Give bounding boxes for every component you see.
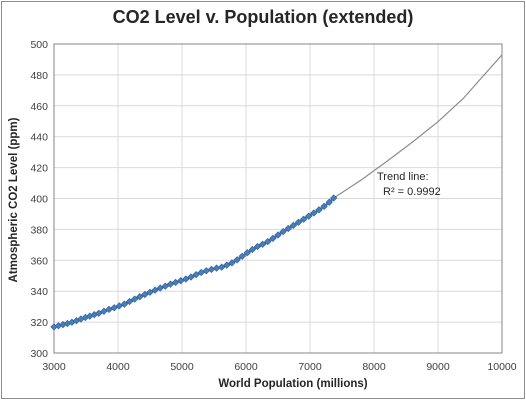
y-tick-label: 340: [30, 286, 48, 298]
data-point-diamond: [110, 304, 118, 312]
data-point-diamond: [320, 202, 328, 211]
y-axis-label: Atmospheric CO2 Level (ppm): [8, 117, 20, 282]
data-point-diamond: [207, 265, 216, 274]
data-point-diamond: [284, 224, 292, 233]
data-point-diamond: [289, 221, 297, 230]
plot-area-border: [53, 43, 503, 354]
x-tick-label: 3000: [42, 361, 66, 373]
data-point-diamond: [325, 198, 333, 206]
trend-r-squared: R² = 0.9992: [383, 186, 441, 198]
data-point-diamond: [259, 240, 267, 248]
data-point-diamond: [299, 215, 308, 223]
data-point-diamond: [269, 234, 277, 242]
data-point-diamond: [253, 242, 262, 251]
series-line: [53, 197, 335, 329]
data-point-diamond: [248, 245, 257, 254]
data-point-diamond: [187, 273, 195, 281]
data-point-diamond: [131, 295, 139, 303]
y-tick-label: 420: [30, 163, 48, 175]
x-tick-label: 9000: [426, 361, 450, 373]
y-tick-label: 380: [30, 224, 48, 236]
x-tick-labels: 3000 4000 5000 6000 7000 8000 9000 10000: [42, 361, 516, 373]
data-point-diamond: [274, 231, 282, 239]
data-point-diamond: [294, 218, 303, 226]
x-tick-label: 4000: [106, 361, 130, 373]
data-point-diamond: [223, 261, 231, 269]
y-tick-label: 360: [30, 255, 48, 267]
y-tick-labels: 300 320 340 360 380 400 420 440 460 480 500: [30, 39, 48, 360]
data-point-diamond: [125, 297, 134, 306]
data-point-diamond: [151, 286, 159, 294]
data-point-diamond: [141, 290, 149, 299]
y-tick-label: 500: [30, 39, 48, 51]
x-tick-label: 10000: [487, 361, 516, 373]
y-tick-label: 320: [30, 317, 48, 329]
chart-title: CO2 Level v. Population (extended): [112, 7, 414, 27]
trend-annotation-label: Trend line:: [377, 171, 429, 183]
data-point-diamond: [100, 307, 108, 315]
data-point-diamond: [212, 264, 221, 272]
data-point-diamond: [264, 237, 272, 246]
data-points: [50, 194, 338, 331]
data-point-diamond: [305, 212, 313, 220]
x-tick-label: 7000: [298, 361, 322, 373]
y-tick-label: 300: [30, 348, 48, 360]
x-tick-label: 8000: [362, 361, 386, 373]
data-point-diamond: [136, 293, 144, 301]
trend-line: [333, 54, 503, 199]
data-point-diamond: [330, 194, 338, 202]
data-point-diamond: [233, 256, 241, 264]
y-tick-label: 460: [30, 101, 48, 113]
y-tick-label: 440: [30, 132, 48, 144]
y-tick-label: 400: [30, 194, 48, 206]
x-tick-label: 5000: [170, 361, 194, 373]
data-point-diamond: [228, 259, 236, 267]
data-point-diamond: [95, 309, 103, 317]
data-point-diamond: [218, 263, 226, 271]
x-axis-label: World Population (millions): [218, 378, 367, 390]
data-point-diamond: [315, 206, 323, 214]
data-point-diamond: [120, 300, 129, 308]
data-point-diamond: [182, 275, 190, 283]
data-point-diamond: [161, 282, 169, 290]
x-tick-label: 6000: [234, 361, 258, 373]
data-point-diamond: [146, 288, 154, 296]
data-point-diamond: [279, 227, 287, 236]
y-tick-label: 480: [30, 70, 48, 82]
data-point-diamond: [192, 271, 200, 279]
data-point-diamond: [243, 249, 251, 257]
data-point-diamond: [156, 284, 164, 292]
data-point-diamond: [238, 252, 246, 260]
data-point-diamond: [310, 209, 318, 217]
